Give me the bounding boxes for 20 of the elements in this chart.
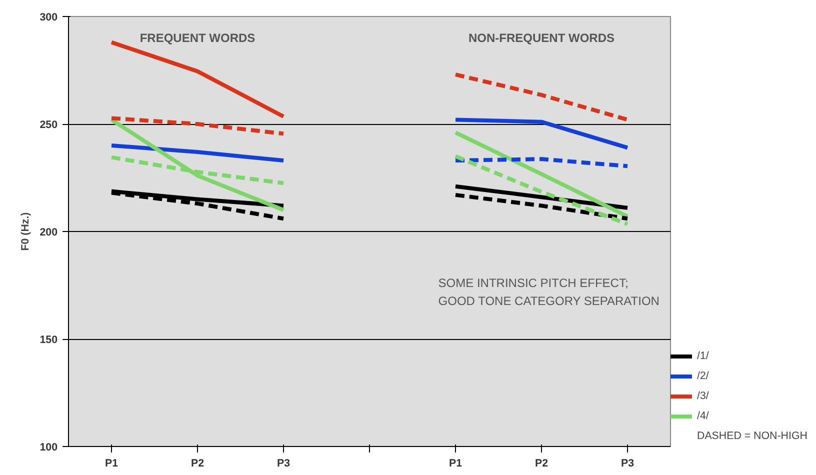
legend-label: /2/ — [697, 370, 710, 382]
text: DASHED = NON-HIGH — [697, 430, 808, 442]
y-tick-label: 150 — [40, 334, 58, 346]
legend-label: /3/ — [697, 390, 710, 402]
x-tick-label: P2 — [534, 458, 548, 470]
y-axis-title: F0 (Hz.) — [20, 212, 32, 251]
x-tick-label: P2 — [190, 458, 204, 470]
legend-label: /4/ — [697, 410, 710, 422]
x-tick-label: P3 — [276, 458, 290, 470]
x-tick-label: P1 — [104, 458, 118, 470]
annotation: SOME INTRINSIC PITCH EFFECT; GOOD TONE CATEGORY SEPARATION — [438, 276, 660, 308]
annotation: NON-FREQUENT WORDS — [468, 31, 615, 45]
annotation: FREQUENT WORDS — [140, 31, 256, 45]
y-tick-label: 200 — [40, 226, 58, 238]
x-tick-label: P1 — [448, 458, 462, 470]
y-tick-label: 300 — [40, 12, 58, 24]
y-tick-label: 100 — [40, 442, 58, 454]
x-tick-label: P3 — [620, 458, 634, 470]
legend-label: /1/ — [697, 350, 710, 362]
y-tick-label: 250 — [40, 119, 58, 131]
